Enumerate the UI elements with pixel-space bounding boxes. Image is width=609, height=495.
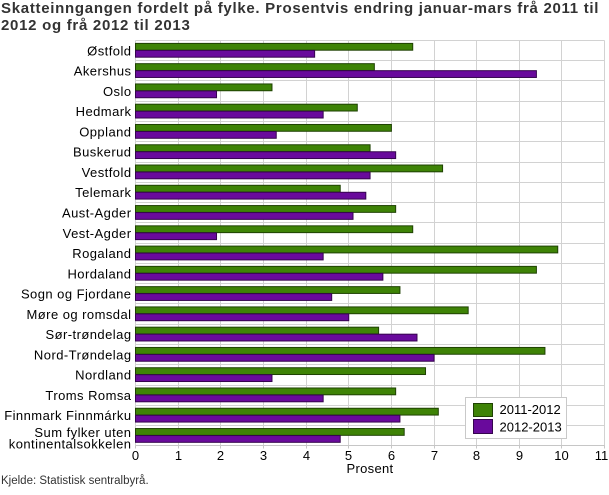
- svg-text:Oslo: Oslo: [103, 84, 132, 99]
- svg-text:kontinentalsokkelen: kontinentalsokkelen: [9, 437, 132, 452]
- svg-text:Hedmark: Hedmark: [76, 104, 132, 119]
- svg-text:3: 3: [260, 448, 267, 463]
- svg-text:Akershus: Akershus: [74, 64, 132, 79]
- svg-text:6: 6: [388, 448, 395, 463]
- svg-text:Vest-Agder: Vest-Agder: [63, 226, 132, 241]
- svg-text:Nordland: Nordland: [75, 368, 131, 383]
- svg-text:2012 og frå 2012 til 2013: 2012 og frå 2012 til 2013: [1, 17, 191, 34]
- svg-text:2011-2012: 2011-2012: [500, 402, 561, 417]
- svg-text:5: 5: [345, 448, 352, 463]
- svg-text:Skatteinngangen fordelt på fyl: Skatteinngangen fordelt på fylke. Prosen…: [1, 0, 599, 17]
- svg-text:10: 10: [554, 448, 568, 463]
- svg-text:2012-2013: 2012-2013: [500, 420, 562, 435]
- svg-text:Sum fylker uten: Sum fylker uten: [34, 425, 131, 440]
- svg-text:Sør-trøndelag: Sør-trøndelag: [45, 327, 131, 342]
- svg-text:11: 11: [595, 448, 609, 463]
- svg-text:Vestfold: Vestfold: [82, 165, 132, 180]
- svg-text:Oppland: Oppland: [79, 124, 131, 139]
- svg-text:Telemark: Telemark: [75, 185, 131, 200]
- svg-text:0: 0: [132, 448, 139, 463]
- svg-text:1: 1: [175, 448, 182, 463]
- svg-text:7: 7: [431, 448, 438, 463]
- svg-text:4: 4: [303, 448, 310, 463]
- svg-text:Rogaland: Rogaland: [72, 246, 131, 261]
- svg-text:Sogn og Fjordane: Sogn og Fjordane: [21, 287, 132, 302]
- svg-text:Møre og romsdal: Møre og romsdal: [27, 307, 132, 322]
- svg-text:8: 8: [473, 448, 480, 463]
- svg-text:2: 2: [217, 448, 224, 463]
- svg-text:Prosent: Prosent: [347, 461, 394, 476]
- svg-text:Nord-Trøndelag: Nord-Trøndelag: [34, 347, 132, 362]
- svg-text:Hordaland: Hordaland: [67, 266, 131, 281]
- svg-text:9: 9: [516, 448, 523, 463]
- svg-text:Finnmark Finnmárku: Finnmark Finnmárku: [4, 408, 131, 423]
- svg-text:Kjelde: Statistisk sentralbyrå: Kjelde: Statistisk sentralbyrå.: [1, 475, 149, 487]
- svg-text:Østfold: Østfold: [87, 43, 131, 58]
- svg-text:Buskerud: Buskerud: [73, 145, 132, 160]
- svg-text:Troms Romsa: Troms Romsa: [45, 388, 131, 403]
- svg-text:Aust-Agder: Aust-Agder: [62, 206, 132, 221]
